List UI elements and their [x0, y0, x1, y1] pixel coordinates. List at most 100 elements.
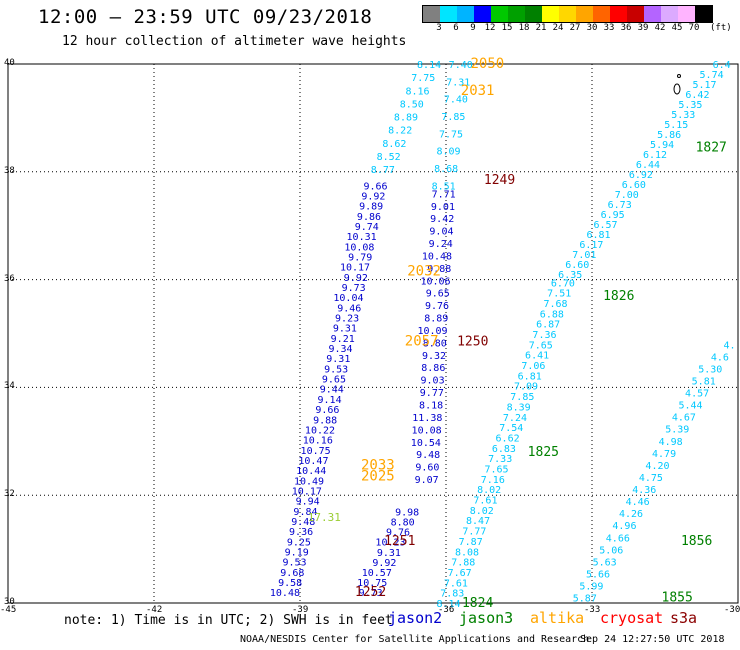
track-a-blue-value: 9.53	[324, 364, 348, 375]
latitude-label: 40	[4, 58, 15, 68]
track-e-light-value: 6.35	[558, 270, 582, 281]
legend-tick-label: 3	[436, 23, 442, 33]
track-b-blue-value: 7.71	[432, 189, 456, 200]
legend-swatch	[542, 6, 559, 22]
track-f-light-value: 4.20	[645, 461, 669, 472]
track-a-blue-value: 9.36	[289, 527, 313, 538]
track-f-light-value: 4.57	[685, 389, 709, 400]
track-b-blue-value: 9.01	[431, 202, 455, 213]
track-f-light-value: 4.26	[619, 509, 643, 520]
track-b-blue-value: 9.88	[427, 264, 451, 275]
legend-swatch	[644, 6, 661, 22]
track-a-blue-value: 9.31	[333, 324, 357, 335]
track-e-light-value: 6.42	[685, 90, 709, 101]
track-b-blue-value: 10.08	[412, 425, 442, 436]
track-b-blue-value: 8.86	[421, 363, 445, 374]
legend-tick-label: 42	[654, 23, 666, 33]
legend-tick-label: 12	[484, 23, 496, 33]
track-a-blue-value: 9.46	[337, 303, 361, 314]
track-e-light-value: 6.17	[579, 240, 603, 251]
track-b-light-value: 8.09	[437, 147, 461, 158]
track-a-blue-value: 10.31	[347, 232, 377, 243]
longitude-label: -33	[584, 605, 601, 615]
latitude-label: 36	[4, 273, 15, 284]
track-d-light-value: 8.02	[477, 485, 501, 496]
track-a-blue-value: 9.23	[335, 314, 359, 325]
track-b-blue-value: 10.06	[420, 276, 450, 287]
track-e-light-value: 6.4	[713, 60, 731, 71]
track-b-blue-value: 8.89	[424, 314, 448, 325]
track-f-light-value: 5.63	[593, 557, 617, 568]
track-c-blue-value: 10.57	[362, 568, 392, 579]
track-e-light-value: 6.81	[586, 230, 610, 241]
track-b-blue-value: 9.65	[426, 289, 450, 300]
track-a-blue-value: 9.68	[280, 568, 304, 579]
track-d-light-value: 7.36	[532, 330, 556, 341]
track-a-blue-value: 10.08	[344, 242, 374, 253]
satellite-altika: altika	[530, 609, 585, 627]
legend-tick-label: 33	[603, 23, 615, 33]
pass-id-label: 2025	[361, 468, 395, 484]
track-a-blue-value: 10.22	[305, 425, 335, 436]
track-b-blue-value: 9.77	[420, 388, 444, 399]
legend-tick-label: 27	[569, 23, 581, 33]
legend-swatch	[610, 6, 627, 22]
track-d-light-value: 6.62	[496, 433, 520, 444]
track-b-blue-value: 8.80	[423, 338, 447, 349]
track-f-light-value: 5.81	[692, 376, 716, 387]
altimeter-tracks: 8.14 7.75 8.16 8.50 8.89 8.22 8.62 8.52 8.77 9.66…	[270, 60, 736, 610]
track-e-light-value: 5.86	[657, 130, 681, 141]
track-a-blue-value: 9.66	[364, 181, 388, 192]
track-a-blue-value: 9.25	[287, 537, 311, 548]
track-b-blue-value: 9.32	[422, 351, 446, 362]
track-d-light-value: 7.77	[462, 527, 486, 538]
track-c-blue-value: 9.98	[395, 507, 419, 518]
track-labels: 2050 2031 1249 1827 2032 1826 2057 1250 1825 2033…	[308, 56, 727, 611]
track-f-light-value: 4.36	[632, 485, 656, 496]
legend-swatch	[695, 6, 712, 22]
pass-id-label: 1252	[355, 585, 386, 600]
track-a-blue-value: 10.49	[294, 476, 324, 487]
pass-id-label: 2033	[361, 458, 395, 474]
legend-swatch	[576, 6, 593, 22]
legend-tick-label: 6	[453, 23, 459, 33]
track-d-light-value: 7.16	[481, 475, 505, 486]
legend-tick-label: 15	[501, 23, 513, 33]
track-e-light-value: 6.12	[643, 150, 667, 161]
track-b-blue-value: 9.42	[430, 214, 454, 225]
track-c-blue-value: 10.23	[375, 538, 405, 549]
track-d-light-value: 7.06	[521, 361, 545, 372]
track-a-blue-value: 9.92	[361, 191, 385, 202]
legend-swatch	[593, 6, 610, 22]
track-a-light-value: 8.62	[382, 139, 406, 150]
legend-tick-label: 45	[671, 23, 683, 33]
legend-swatch	[474, 6, 491, 22]
track-e-light-value: 6.60	[565, 260, 589, 271]
track-a-blue-value: 9.53	[282, 558, 306, 569]
track-a-blue-value: 9.74	[355, 222, 379, 233]
track-d-light-value: 7.61	[444, 578, 468, 589]
lat-lon-grid	[8, 64, 738, 603]
note-text: note: 1) Time is in UTC; 2) SWH is in fe…	[64, 613, 393, 628]
track-b-blue-value: 10.09	[417, 326, 447, 337]
legend-swatch	[491, 6, 508, 22]
legend-swatch	[440, 6, 457, 22]
legend-tick-label: 18	[518, 23, 530, 33]
track-d-light-value: 6.83	[492, 444, 516, 455]
track-f-light-value: 4.66	[606, 533, 630, 544]
track-b-light-value: 7.40	[444, 95, 468, 106]
pass-id-label: 1855	[662, 591, 693, 606]
track-b-blue-value: 9.07	[415, 475, 439, 486]
track-e-light-value: 5.15	[664, 120, 688, 131]
page-subtitle: 12 hour collection of altimeter wave hei…	[62, 34, 407, 49]
track-b-blue-value: 9.60	[415, 463, 439, 474]
track-d-light-value: 8.08	[455, 547, 479, 558]
track-b-light-value: 8.51	[432, 181, 456, 192]
legend-swatch	[423, 6, 440, 22]
track-b-light-value: 7.31	[446, 77, 470, 88]
track-a-blue-value: 9.84	[293, 507, 317, 518]
track-f-light-value: 4.6	[711, 352, 729, 363]
track-a-blue-value: 9.94	[296, 497, 320, 508]
track-d-light-value: 7.61	[473, 496, 497, 507]
